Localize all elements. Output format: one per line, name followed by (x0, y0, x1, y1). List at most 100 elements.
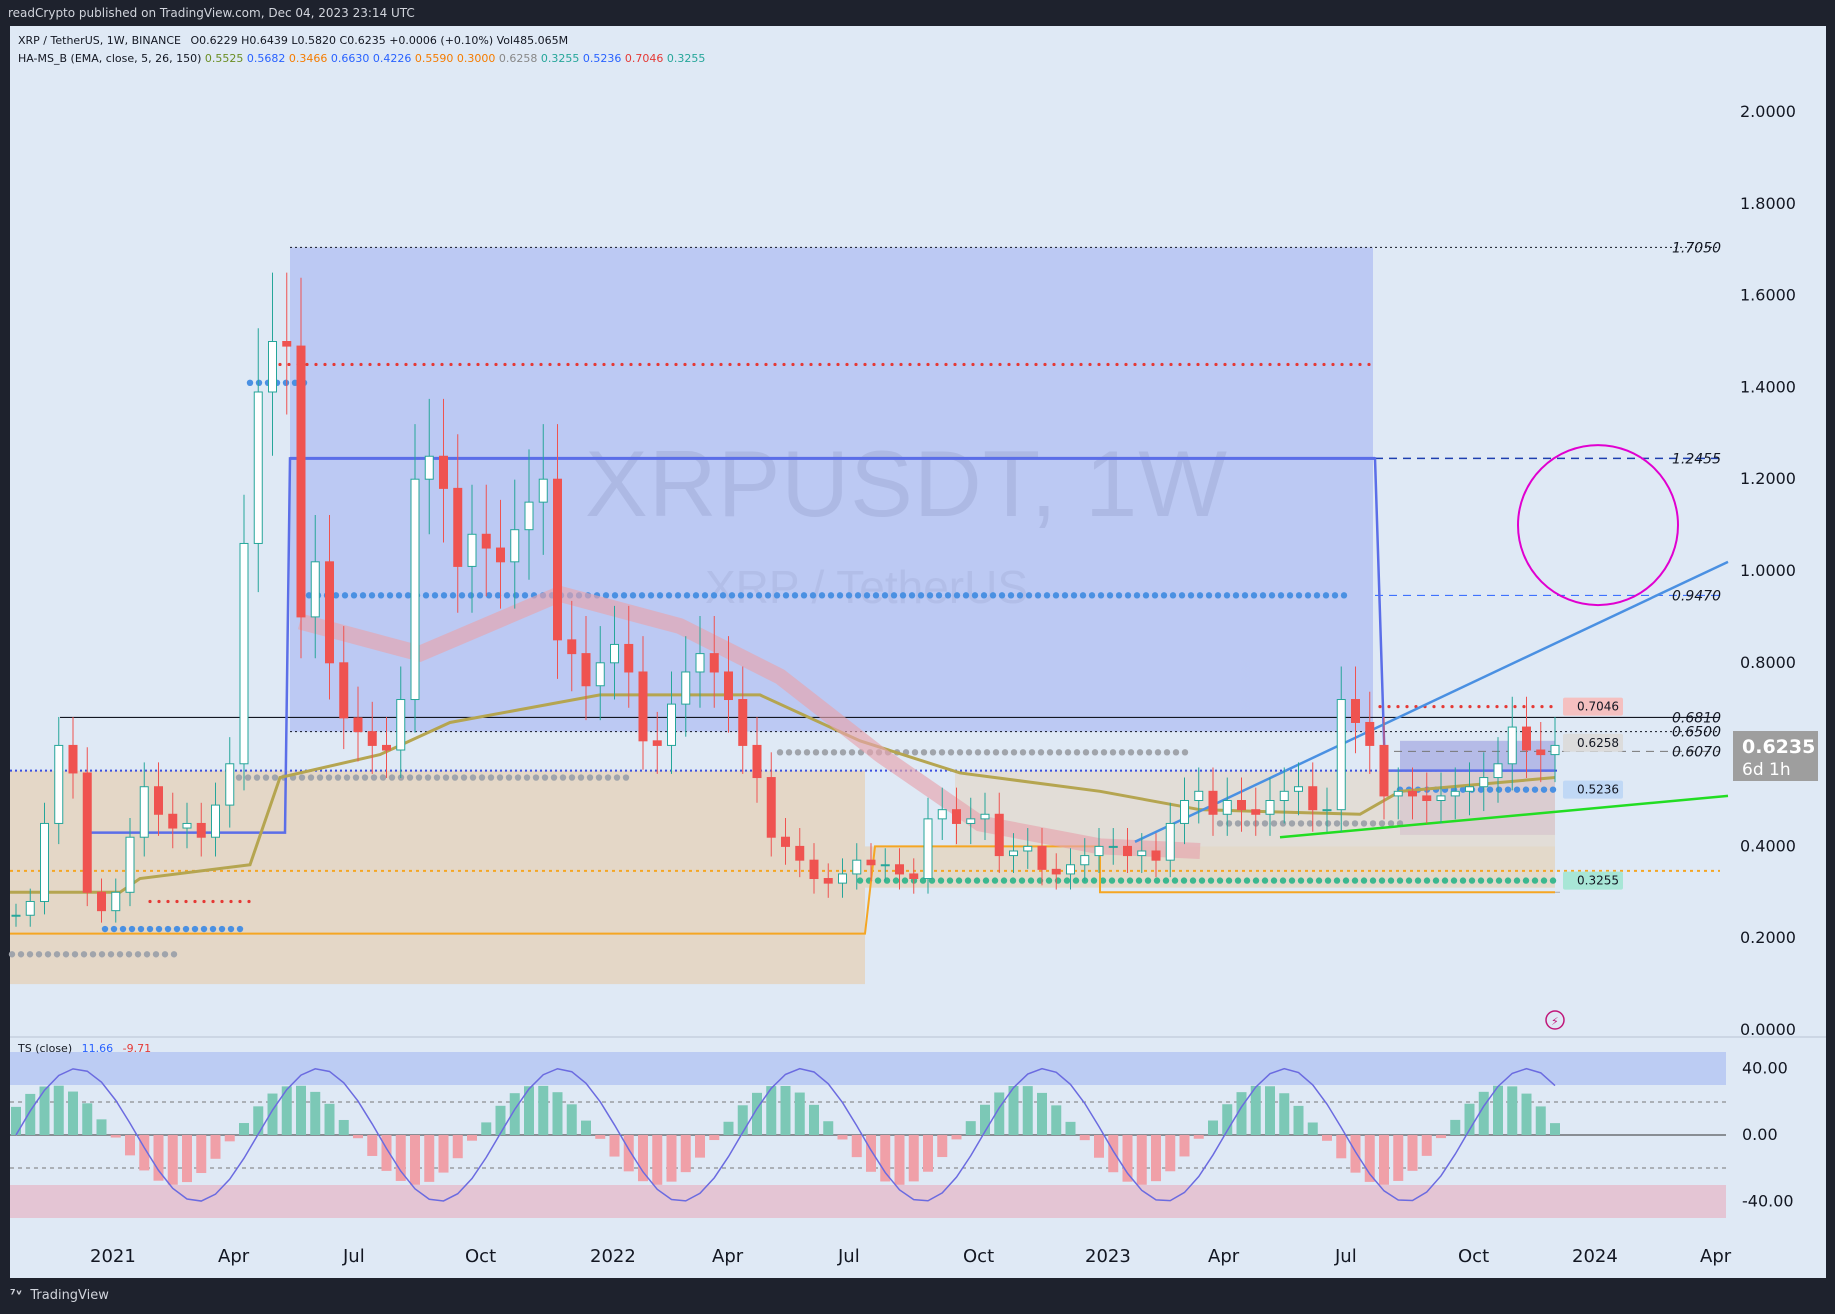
osc-histogram-bar (609, 1135, 620, 1157)
candle (823, 863, 833, 898)
osc-histogram-bar (310, 1091, 321, 1135)
osc-histogram-bar (53, 1085, 64, 1135)
osc-histogram-bar (709, 1135, 720, 1141)
dots-145-dot (431, 362, 435, 367)
candle (239, 494, 249, 791)
dots-0947 (296, 592, 1348, 599)
price-tick-label: 2.0000 (1740, 102, 1796, 121)
dots-0165-dot (125, 951, 133, 958)
candle (1180, 777, 1189, 845)
candle-body (966, 818, 976, 824)
candle-body (139, 786, 149, 838)
dots-145-dot (377, 362, 381, 367)
dots-055-dot (388, 774, 396, 781)
dots-145-dot (368, 362, 372, 367)
candle (709, 615, 719, 708)
candle (595, 626, 605, 721)
dots-05236-dot (1477, 786, 1485, 793)
osc-histogram-bar (1079, 1135, 1090, 1141)
osc-histogram-bar (1493, 1085, 1503, 1135)
candle (1066, 848, 1075, 890)
dots-0605-dot (830, 749, 838, 756)
dots-055-dot (514, 774, 522, 781)
dots-0605-dot (920, 749, 928, 756)
dots-0165-dot (53, 951, 61, 958)
candle-body (567, 639, 577, 655)
dots-055-dot (532, 774, 540, 781)
candle (196, 802, 206, 857)
candle-body (638, 671, 648, 742)
dots-05236-dot (1486, 786, 1494, 793)
dots-145-dot (1007, 362, 1011, 367)
dots-145-dot (890, 362, 894, 367)
dots-0947-dot (791, 592, 799, 599)
dots-0947-dot (1223, 592, 1231, 599)
candle-body (581, 653, 591, 687)
dots-0947-dot (341, 592, 349, 599)
dots-0605-dot (1091, 749, 1099, 756)
dots-145-dot (278, 362, 282, 367)
candle (1436, 772, 1446, 824)
value-badge-label: 0.6258 (1577, 736, 1619, 750)
candle-body (1322, 809, 1332, 812)
dots-0947-dot (737, 592, 745, 599)
indicator-value-11: 0.3255 (663, 52, 706, 65)
candle (1237, 777, 1246, 832)
dots-03255-dot (1432, 877, 1440, 884)
candle-body (1279, 790, 1289, 802)
osc-histogram-bar (25, 1093, 36, 1135)
candle-body (296, 345, 306, 618)
dots-145-dot (962, 362, 966, 367)
candle-body (994, 813, 1004, 857)
axes-layer: 2.0000 1.8000 1.6000 1.4000 1.2000 1.0000 0.80… (90, 102, 1818, 1267)
candle (695, 615, 705, 708)
dots-145-dot (1178, 362, 1182, 367)
dots-055-dot (478, 774, 486, 781)
dots-0947-dot (1025, 592, 1033, 599)
osc-histogram-bar (524, 1086, 534, 1135)
dots-022-dot (236, 925, 244, 933)
dots-0605-dot (929, 749, 937, 756)
dots-145-dot (1196, 362, 1200, 367)
candle (453, 434, 463, 613)
dots-0947-dot (746, 592, 754, 599)
candle-body (1393, 790, 1403, 797)
dots-07046-dot (1405, 704, 1409, 709)
dots-03255-dot (1333, 877, 1341, 884)
candle (838, 858, 847, 898)
osc-histogram-bar (281, 1086, 292, 1135)
candle-body (125, 836, 135, 893)
dots-145-dot (557, 362, 561, 367)
dots-0605-dot (821, 749, 829, 756)
candle (1465, 762, 1474, 816)
osc-histogram-bar (1478, 1091, 1489, 1135)
dots-0947-dot (476, 592, 484, 599)
ema-ribbon-red (297, 585, 1201, 859)
dots-03255-dot (1486, 877, 1494, 884)
dots-055-dot (334, 774, 342, 781)
dots-028-dot (193, 899, 197, 904)
time-tick-label: Apr (1208, 1246, 1240, 1267)
level-label: 1.7050 (1672, 240, 1721, 256)
dots-145-dot (1088, 362, 1092, 367)
candle (1408, 767, 1417, 820)
dots-0947-dot (1133, 592, 1141, 599)
candle-body (211, 804, 220, 838)
dots-0947-dot (350, 592, 358, 599)
candle (1393, 767, 1403, 820)
time-tick-label: 2022 (590, 1246, 636, 1267)
candle-body (781, 836, 790, 847)
osc-histogram-bar (11, 1106, 21, 1135)
candle (1351, 666, 1360, 754)
dots-03255-dot (1225, 877, 1233, 884)
dots-145-dot (872, 362, 876, 367)
candle-body (154, 786, 163, 815)
osc-histogram-bar (566, 1104, 577, 1135)
dots-0605-dot (1181, 749, 1189, 756)
candle-body (225, 763, 235, 806)
symbol-watermark: XRPUSDT, 1W (585, 431, 1228, 536)
osc-histogram-bar (495, 1105, 506, 1135)
dots-045-dot (1369, 820, 1377, 827)
dots-055-dot (505, 774, 513, 781)
